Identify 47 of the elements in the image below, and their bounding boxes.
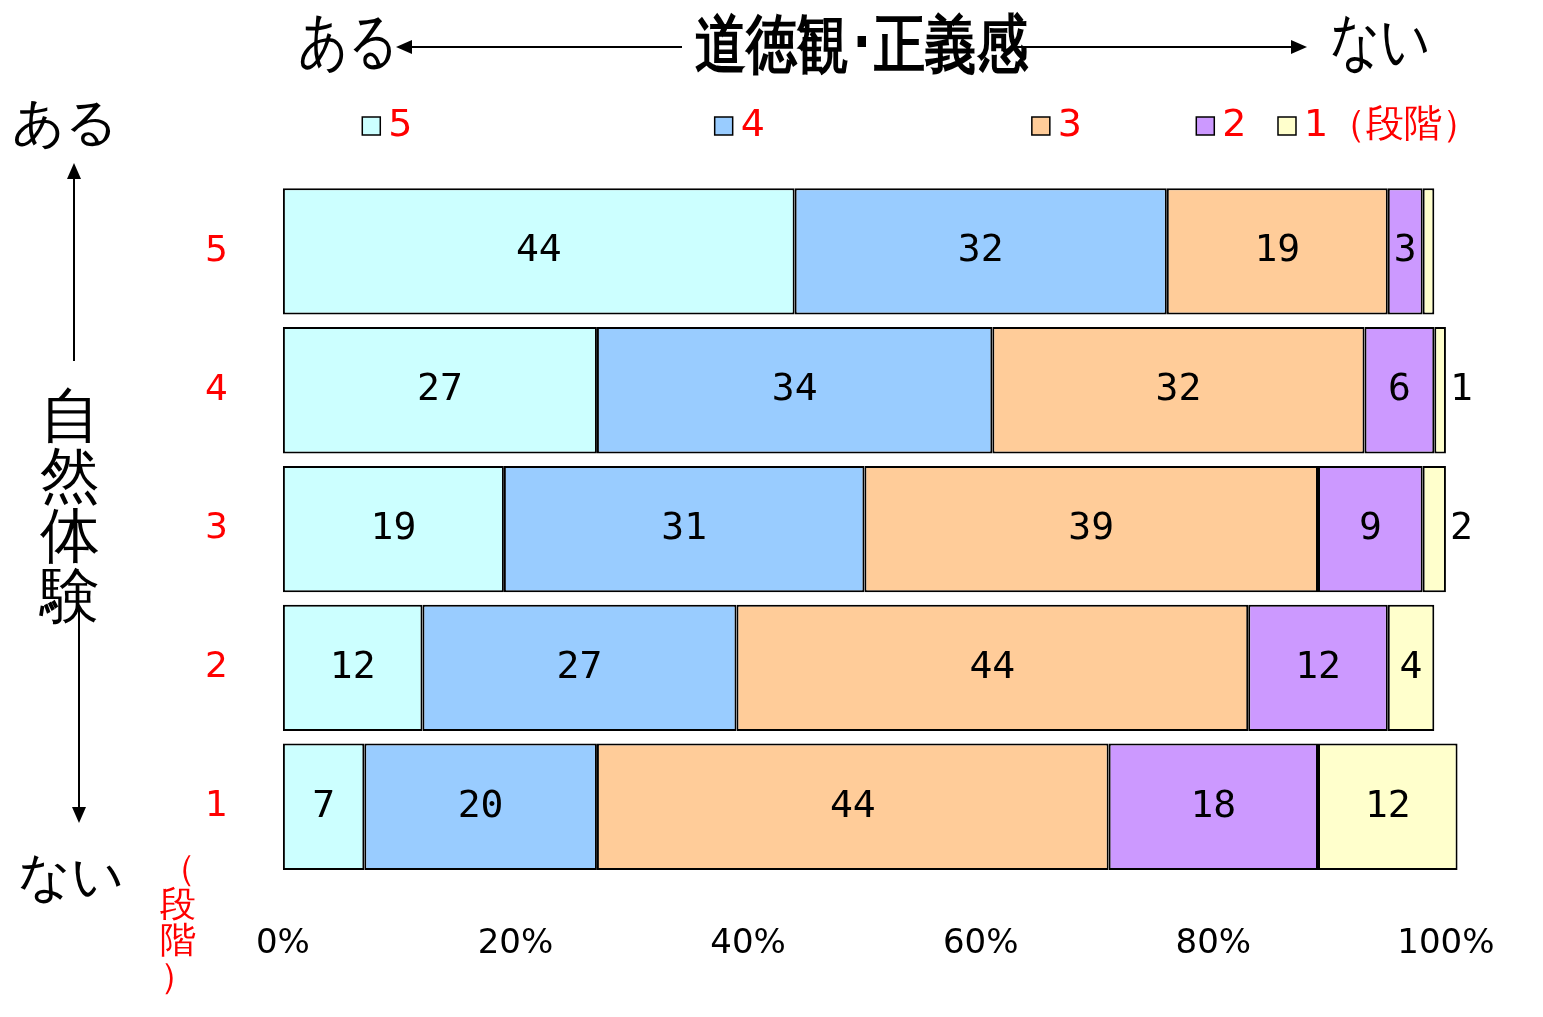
chart-title: 道徳観･正義感 [695,7,1028,81]
data-label: 9 [1358,503,1382,548]
legend-label: 5 [388,100,413,145]
y-tick-label: 4 [205,366,228,408]
data-label: 27 [417,365,463,410]
legend-label: 2 [1222,100,1247,145]
data-label: 12 [1295,642,1341,687]
data-label: 12 [1364,781,1411,826]
data-label: 31 [661,503,708,548]
data-label: 4 [1399,642,1423,687]
x-tick-label: 80% [1175,921,1252,962]
data-label: 32 [957,226,1004,271]
y-tick-label: 5 [205,227,228,269]
text: ない [1330,4,1431,77]
data-label: 44 [515,226,562,271]
y-tick-label: 1 [205,783,228,825]
x-tick-label: 40% [710,921,786,962]
y-tick-label: 2 [205,644,228,686]
data-label: 18 [1190,781,1237,826]
legend-label: 3 [1057,100,1083,145]
text: ある [298,4,399,77]
data-label: 39 [1068,503,1115,548]
y-tick-label: 3 [205,505,228,547]
data-label: 20 [457,781,504,826]
legend-label: 1（段階） [1303,100,1481,145]
data-label: 6 [1387,365,1411,410]
data-label: 12 [329,642,376,687]
data-label: 2 [1449,503,1473,548]
text: ない [18,846,124,906]
x-tick-label: 100% [1397,921,1495,962]
legend-label: 4 [740,100,765,145]
data-label: 3 [1393,226,1417,271]
data-label: 27 [556,642,603,687]
text: （段階） [160,847,196,996]
data-label: 1 [1449,365,1473,410]
data-label: 19 [1254,226,1301,271]
data-label: 19 [370,503,417,548]
data-label: 44 [969,642,1016,687]
data-label: 44 [829,781,876,826]
text: ある [12,92,118,152]
x-tick-label: 20% [477,921,554,962]
y-axis-title: 自然体験 [40,380,100,630]
data-label: 32 [1155,365,1202,410]
x-tick-label: 60% [942,921,1019,962]
x-tick-label: 0% [255,921,310,962]
data-label: 7 [312,781,336,826]
data-label: 34 [771,365,818,410]
